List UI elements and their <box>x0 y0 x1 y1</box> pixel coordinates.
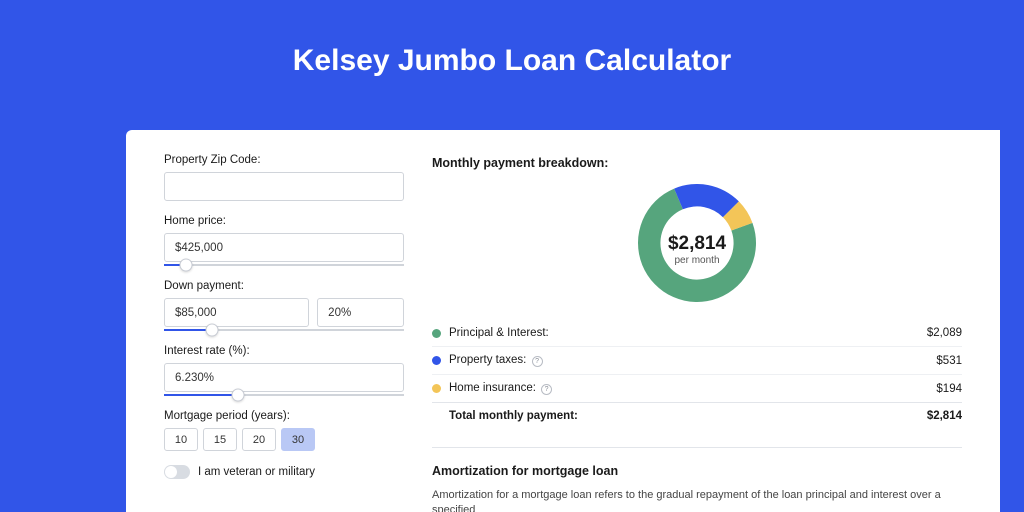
home-price-field-group: Home price: <box>164 215 404 266</box>
amortization-body: Amortization for a mortgage loan refers … <box>432 488 962 512</box>
page-background: Kelsey Jumbo Loan Calculator Property Zi… <box>0 0 1024 512</box>
info-icon[interactable]: ? <box>541 384 552 395</box>
breakdown-row: Principal & Interest: $2,089 <box>432 320 962 346</box>
breakdown-column: Monthly payment breakdown: $2,814 per mo… <box>432 154 962 512</box>
mortgage-period-field-group: Mortgage period (years): 10152030 <box>164 410 404 451</box>
info-icon[interactable]: ? <box>532 356 543 367</box>
legend-swatch <box>432 329 441 338</box>
donut-center: $2,814 per month <box>668 234 726 266</box>
down-payment-percent-input[interactable] <box>317 298 404 327</box>
page-title: Kelsey Jumbo Loan Calculator <box>0 0 1024 78</box>
legend-swatch <box>432 356 441 365</box>
amortization-title: Amortization for mortgage loan <box>432 464 962 478</box>
down-payment-slider[interactable] <box>164 329 404 331</box>
down-payment-slider-thumb[interactable] <box>206 324 219 337</box>
mortgage-period-option-10[interactable]: 10 <box>164 428 198 451</box>
mortgage-period-label: Mortgage period (years): <box>164 410 404 422</box>
breakdown-total-value: $2,814 <box>927 410 962 422</box>
down-payment-label: Down payment: <box>164 280 404 292</box>
down-payment-field-group: Down payment: <box>164 280 404 331</box>
breakdown-rows: Principal & Interest: $2,089Property tax… <box>432 320 962 402</box>
legend-swatch <box>432 384 441 393</box>
veteran-toggle-knob <box>165 466 177 478</box>
mortgage-period-option-30[interactable]: 30 <box>281 428 315 451</box>
breakdown-row-label: Principal & Interest: <box>449 327 927 339</box>
interest-rate-slider[interactable] <box>164 394 404 396</box>
down-payment-amount-input[interactable] <box>164 298 309 327</box>
form-column: Property Zip Code: Home price: Down paym… <box>164 154 404 512</box>
breakdown-total-row: Total monthly payment: $2,814 <box>432 402 962 429</box>
breakdown-total-label: Total monthly payment: <box>449 410 927 422</box>
zip-field-group: Property Zip Code: <box>164 154 404 201</box>
veteran-toggle-row: I am veteran or military <box>164 465 404 479</box>
veteran-toggle-label: I am veteran or military <box>198 466 315 478</box>
veteran-toggle[interactable] <box>164 465 190 479</box>
mortgage-period-option-15[interactable]: 15 <box>203 428 237 451</box>
zip-label: Property Zip Code: <box>164 154 404 166</box>
breakdown-row-value: $2,089 <box>927 327 962 339</box>
breakdown-row-label: Property taxes: ? <box>449 354 936 367</box>
calculator-card: Property Zip Code: Home price: Down paym… <box>126 130 1000 512</box>
breakdown-row-label: Home insurance: ? <box>449 382 936 395</box>
home-price-input[interactable] <box>164 233 404 262</box>
zip-input[interactable] <box>164 172 404 201</box>
donut-value: $2,814 <box>668 234 726 253</box>
home-price-slider-thumb[interactable] <box>179 259 192 272</box>
interest-rate-slider-fill <box>164 394 238 396</box>
home-price-label: Home price: <box>164 215 404 227</box>
amortization-section: Amortization for mortgage loan Amortizat… <box>432 447 962 512</box>
breakdown-row-value: $531 <box>936 355 962 367</box>
donut-sub: per month <box>668 255 726 266</box>
interest-rate-slider-thumb[interactable] <box>232 389 245 402</box>
interest-rate-input[interactable] <box>164 363 404 392</box>
mortgage-period-buttons: 10152030 <box>164 428 404 451</box>
home-price-slider[interactable] <box>164 264 404 266</box>
down-payment-row <box>164 298 404 327</box>
breakdown-title: Monthly payment breakdown: <box>432 156 962 170</box>
breakdown-row: Home insurance: ?$194 <box>432 374 962 402</box>
interest-rate-label: Interest rate (%): <box>164 345 404 357</box>
mortgage-period-option-20[interactable]: 20 <box>242 428 276 451</box>
breakdown-row: Property taxes: ?$531 <box>432 346 962 374</box>
interest-rate-field-group: Interest rate (%): <box>164 345 404 396</box>
donut-chart-wrap: $2,814 per month <box>432 180 962 320</box>
breakdown-row-value: $194 <box>936 383 962 395</box>
